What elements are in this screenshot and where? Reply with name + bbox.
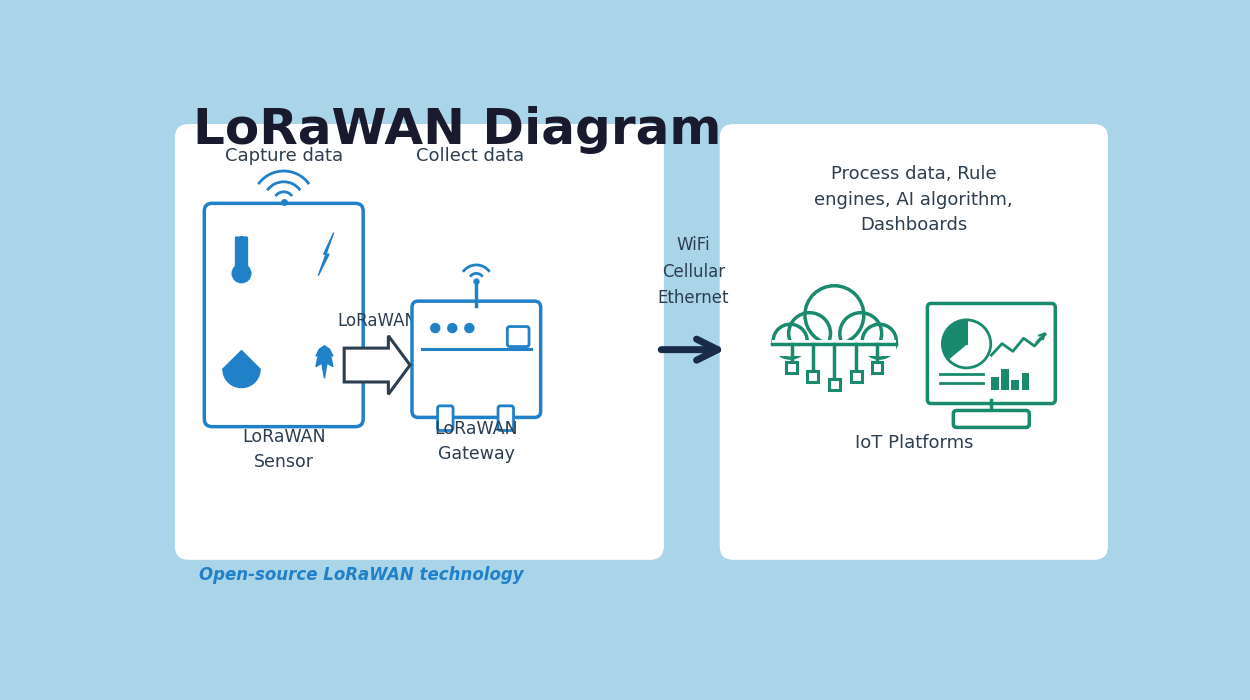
- Circle shape: [789, 313, 830, 354]
- FancyBboxPatch shape: [829, 379, 840, 390]
- FancyBboxPatch shape: [498, 406, 514, 430]
- FancyBboxPatch shape: [928, 304, 1055, 403]
- FancyBboxPatch shape: [1001, 369, 1009, 391]
- Wedge shape: [942, 320, 966, 359]
- Circle shape: [465, 323, 474, 332]
- Text: Capture data: Capture data: [225, 147, 344, 165]
- Polygon shape: [222, 351, 260, 388]
- Text: Open-source LoRaWAN technology: Open-source LoRaWAN technology: [199, 566, 524, 584]
- Circle shape: [232, 264, 251, 283]
- FancyBboxPatch shape: [1011, 379, 1019, 391]
- FancyBboxPatch shape: [508, 326, 529, 346]
- FancyBboxPatch shape: [234, 236, 249, 274]
- Polygon shape: [319, 232, 334, 276]
- FancyBboxPatch shape: [871, 362, 882, 372]
- Text: IoT Platforms: IoT Platforms: [855, 434, 973, 452]
- FancyBboxPatch shape: [175, 124, 664, 560]
- Text: Process data, Rule
engines, AI algorithm,
Dashboards: Process data, Rule engines, AI algorithm…: [815, 165, 1012, 234]
- Circle shape: [448, 323, 456, 332]
- Text: Collect data: Collect data: [416, 147, 524, 165]
- FancyBboxPatch shape: [808, 371, 818, 382]
- Text: WiFi
Cellular
Ethernet: WiFi Cellular Ethernet: [658, 237, 729, 307]
- FancyBboxPatch shape: [720, 124, 1108, 560]
- Text: LoRaWAN Diagram: LoRaWAN Diagram: [194, 106, 722, 153]
- Text: LoRaWAN
Sensor: LoRaWAN Sensor: [242, 428, 325, 471]
- FancyBboxPatch shape: [954, 410, 1029, 428]
- Circle shape: [431, 323, 440, 332]
- FancyBboxPatch shape: [412, 301, 541, 417]
- Text: LoRaWAN: LoRaWAN: [338, 312, 418, 330]
- Circle shape: [840, 313, 881, 354]
- FancyBboxPatch shape: [438, 406, 452, 430]
- FancyBboxPatch shape: [772, 340, 896, 356]
- Circle shape: [942, 320, 991, 368]
- Circle shape: [774, 324, 808, 358]
- Circle shape: [862, 324, 896, 358]
- Circle shape: [805, 286, 864, 344]
- FancyBboxPatch shape: [851, 371, 861, 382]
- FancyBboxPatch shape: [1021, 372, 1029, 391]
- Polygon shape: [316, 346, 332, 378]
- FancyBboxPatch shape: [991, 377, 999, 391]
- Text: LoRaWAN
Gateway: LoRaWAN Gateway: [435, 421, 519, 463]
- FancyBboxPatch shape: [786, 362, 798, 372]
- Polygon shape: [344, 336, 410, 394]
- FancyBboxPatch shape: [204, 203, 364, 427]
